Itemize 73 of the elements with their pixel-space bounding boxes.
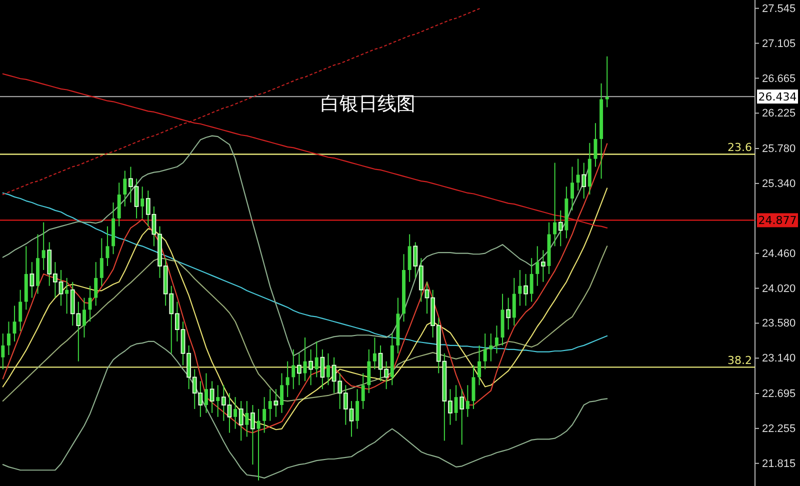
candlestick — [12, 305, 16, 342]
candlestick — [478, 344, 482, 386]
y-tick-label: 22.695 — [762, 388, 796, 400]
candlestick — [117, 182, 121, 227]
y-tick-label: 24.020 — [762, 282, 796, 295]
candlestick — [106, 226, 110, 267]
candlestick — [524, 273, 528, 306]
candlestick — [82, 297, 86, 338]
y-tick-label: 26.665 — [762, 72, 796, 85]
ref-line-label: 24.877 — [758, 214, 797, 228]
candlestick — [530, 258, 534, 302]
text: 白银日线图 — [320, 93, 416, 115]
candlestick — [489, 333, 493, 362]
candlestick — [256, 408, 260, 481]
candlestick — [140, 186, 144, 219]
ref-line-label: 26.434 — [758, 90, 797, 104]
candlestick — [286, 360, 290, 398]
annotation: 23.6 — [728, 141, 752, 154]
y-tick-label: 22.255 — [762, 422, 796, 435]
candlestick — [367, 348, 371, 394]
candlestick — [308, 348, 314, 386]
line-series — [2, 135, 590, 356]
line-series — [2, 192, 608, 352]
candlestick — [65, 277, 69, 314]
y-tick-label: 23.140 — [762, 352, 796, 365]
candlestick — [553, 162, 557, 247]
line-series — [2, 340, 608, 479]
candlestick — [494, 325, 498, 354]
y-tick-label: 25.780 — [762, 143, 796, 156]
candlestick — [18, 289, 22, 332]
y-tick-label: 23.580 — [762, 318, 796, 330]
y-tick-label: 27.105 — [762, 38, 796, 50]
candlestick — [372, 337, 376, 370]
candlestick — [234, 396, 238, 430]
candlestick — [250, 404, 255, 466]
candlestick — [204, 372, 208, 414]
candlestick — [88, 285, 92, 322]
candlestick — [1, 333, 5, 370]
candlestick — [361, 372, 365, 410]
candlestick — [210, 380, 214, 414]
candlestick — [541, 250, 546, 282]
line-series — [2, 8, 480, 196]
y-tick-label: 27.545 — [762, 2, 796, 15]
candlestick — [30, 262, 34, 298]
candlestick — [483, 333, 487, 370]
candlestick — [6, 321, 10, 356]
candlestick — [100, 238, 104, 286]
line-series — [2, 73, 608, 228]
y-tick-label: 24.460 — [762, 248, 796, 260]
y-tick-label: 25.340 — [762, 178, 796, 190]
candlestick — [326, 352, 330, 386]
candlestick — [356, 388, 360, 430]
candlestick — [518, 270, 522, 306]
candlestick — [268, 388, 272, 422]
y-tick-label: 26.225 — [762, 108, 796, 120]
candlestick — [605, 56, 609, 108]
candlestick — [512, 277, 516, 326]
candlestick — [262, 396, 266, 434]
candlestick — [280, 372, 284, 414]
annotation: 38.2 — [728, 354, 752, 368]
candlestick — [274, 388, 278, 418]
candlestick — [292, 348, 296, 390]
candlestick — [570, 166, 574, 211]
candlestick — [123, 170, 127, 207]
candlestick — [472, 364, 476, 410]
candlestick — [216, 384, 220, 418]
candlestick — [94, 262, 98, 306]
y-tick-label: 21.815 — [762, 458, 796, 470]
candlestick — [466, 384, 470, 418]
candlestick — [536, 246, 540, 286]
candlestick — [297, 352, 302, 386]
candlestick — [594, 122, 598, 168]
line-series — [2, 143, 608, 434]
